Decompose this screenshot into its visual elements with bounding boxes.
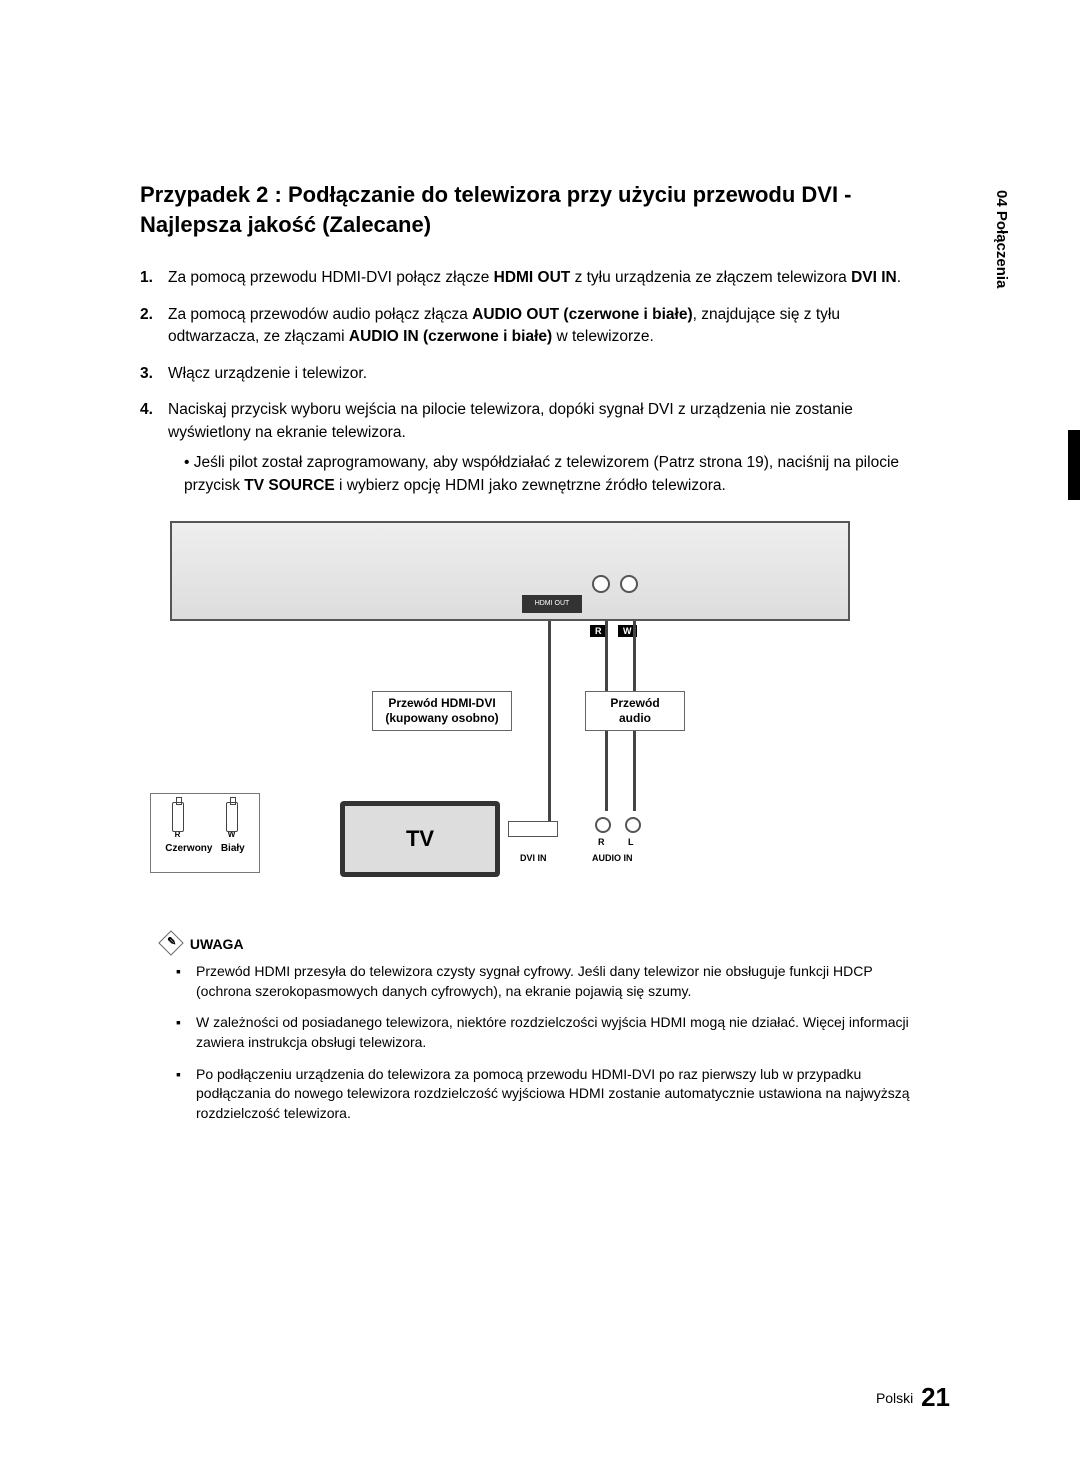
step-1-text-e: . xyxy=(897,269,901,286)
step-4-sub: Jeśli pilot został zaprogramowany, aby w… xyxy=(184,452,910,497)
steps-list: Za pomocą przewodu HDMI-DVI połącz złącz… xyxy=(140,267,910,497)
step-2-bold-in: AUDIO IN (czerwone i białe) xyxy=(349,328,552,345)
hdmi-cable-label: Przewód HDMI-DVI (kupowany osobno) xyxy=(372,691,512,731)
audio-in-label: AUDIO IN xyxy=(592,853,633,863)
dvi-in-label: DVI IN xyxy=(520,853,547,863)
page-content: Przypadek 2 : Podłączanie do telewizora … xyxy=(0,0,1080,1195)
plug-red-icon xyxy=(172,802,184,832)
page-title: Przypadek 2 : Podłączanie do telewizora … xyxy=(140,180,860,239)
step-3: Włącz urządzenie i telewizor. xyxy=(164,363,910,385)
note-section: UWAGA Przewód HDMI przesyła do telewizor… xyxy=(140,931,950,1123)
audio-out-r-port xyxy=(592,575,610,593)
note-2: W zależności od posiadanego telewizora, … xyxy=(192,1013,910,1052)
audio-in-l-letter: L xyxy=(628,837,634,847)
footer-language: Polski xyxy=(876,1390,913,1406)
legend-red: Czerwony xyxy=(165,843,212,854)
step-1-text-a: Za pomocą przewodu HDMI-DVI połącz złącz… xyxy=(168,269,494,286)
step-1-text-c: z tyłu urządzenia ze złączem telewizora xyxy=(570,269,851,286)
footer-page-number: 21 xyxy=(921,1382,950,1412)
step-2: Za pomocą przewodów audio połącz złącza … xyxy=(164,304,910,349)
connection-diagram: HDMI OUT R W Przewód HDMI-DVI (kupowany … xyxy=(140,521,920,901)
notes-list: Przewód HDMI przesyła do telewizora czys… xyxy=(140,962,910,1123)
step-4-text: Naciskaj przycisk wyboru wejścia na pilo… xyxy=(168,401,853,440)
page-footer: Polski 21 xyxy=(876,1382,950,1413)
step-1-bold-dvi: DVI IN xyxy=(851,269,897,286)
plug-white-icon xyxy=(226,802,238,832)
step-1: Za pomocą przewodu HDMI-DVI połącz złącz… xyxy=(164,267,910,289)
hdmi-cable xyxy=(548,621,551,821)
plug-legend: R W Czerwony Biały xyxy=(150,793,260,873)
dvi-in-port xyxy=(508,821,558,837)
audio-out-w-port xyxy=(620,575,638,593)
audio-in-l-port xyxy=(625,817,641,833)
note-heading-text: UWAGA xyxy=(190,936,244,952)
hdmi-label-line2: (kupowany osobno) xyxy=(381,711,503,726)
step-2-bold-out: AUDIO OUT (czerwone i białe) xyxy=(472,306,692,323)
audio-cable-label: Przewód audio xyxy=(585,691,685,731)
step-4-sub-bold: TV SOURCE xyxy=(244,477,334,494)
step-1-bold-hdmi: HDMI OUT xyxy=(494,269,571,286)
player-back-panel: HDMI OUT xyxy=(170,521,850,621)
note-1: Przewód HDMI przesyła do telewizora czys… xyxy=(192,962,910,1001)
step-2-text-e: w telewizorze. xyxy=(552,328,654,345)
legend-white: Biały xyxy=(221,843,245,854)
tv-icon: TV xyxy=(340,801,500,877)
hdmi-out-port: HDMI OUT xyxy=(522,595,582,613)
step-4: Naciskaj przycisk wyboru wejścia na pilo… xyxy=(164,399,910,497)
note-icon xyxy=(158,930,183,955)
audio-in-r-letter: R xyxy=(598,837,605,847)
hdmi-label-line1: Przewód HDMI-DVI xyxy=(381,696,503,711)
note-3: Po podłączeniu urządzenia do telewizora … xyxy=(192,1065,910,1124)
step-2-text-a: Za pomocą przewodów audio połącz złącza xyxy=(168,306,472,323)
step-4-sub-c: i wybierz opcję HDMI jako zewnętrzne źró… xyxy=(335,477,726,494)
note-heading: UWAGA xyxy=(140,931,950,952)
audio-in-r-port xyxy=(595,817,611,833)
